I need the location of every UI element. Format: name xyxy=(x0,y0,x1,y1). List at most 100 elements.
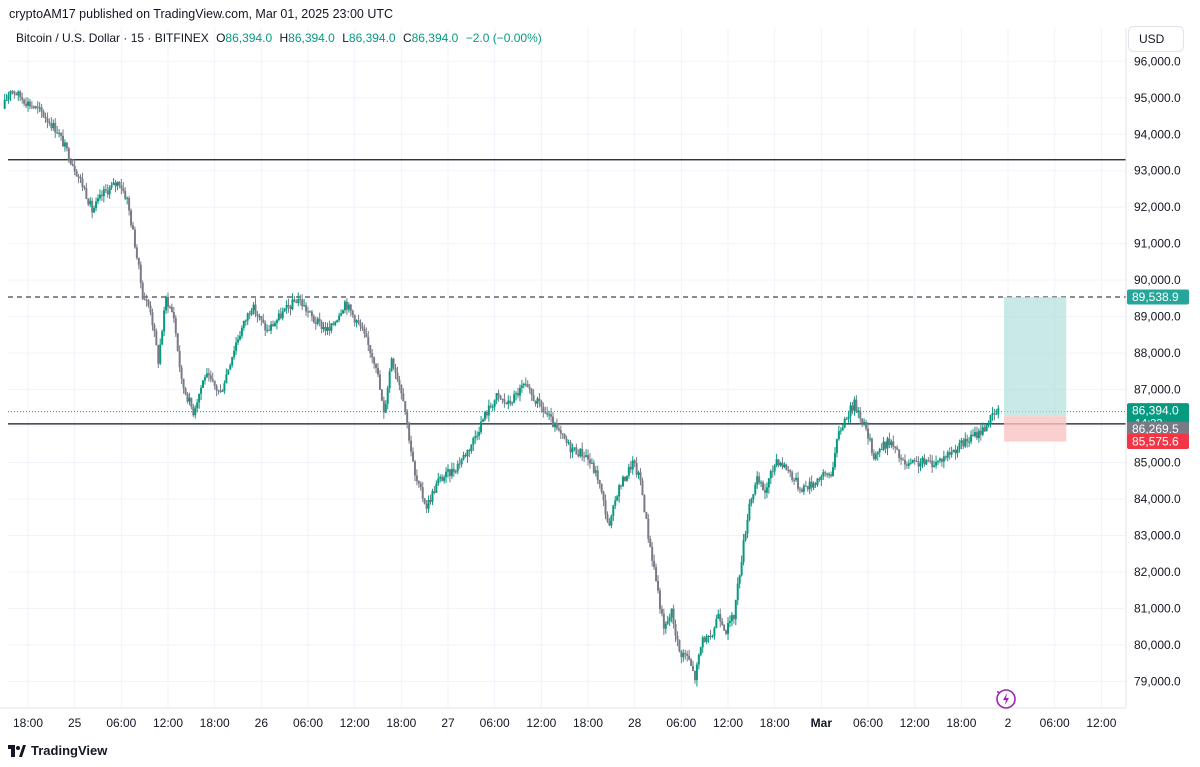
currency-button[interactable]: USD xyxy=(1128,26,1184,52)
candle-body xyxy=(837,431,840,440)
x-tick-label: 27 xyxy=(441,716,455,730)
publish-credit: cryptoAM17 published on TradingView.com,… xyxy=(9,7,394,21)
y-tick-label: 91,000.0 xyxy=(1134,237,1181,251)
candle-body xyxy=(415,475,418,482)
candle-body xyxy=(952,449,955,453)
candle-body xyxy=(87,198,90,205)
price-axis[interactable]: 79,000.0 80,000.0 81,000.0 82,000.0 83,000.0… xyxy=(1125,28,1181,707)
candle-body xyxy=(124,191,127,199)
lightning-icon[interactable] xyxy=(995,688,1017,710)
open-value: 86,394.0 xyxy=(225,31,273,45)
candle-body xyxy=(863,422,866,424)
candle-body xyxy=(489,405,492,408)
x-tick-label: 18:00 xyxy=(13,716,43,730)
candle-body xyxy=(499,395,502,399)
candle-body xyxy=(153,325,156,332)
candle-body xyxy=(810,481,813,488)
candle-body xyxy=(940,458,943,462)
price-label-bg-target xyxy=(1127,289,1189,305)
candle-body xyxy=(85,188,88,199)
long-position-box[interactable] xyxy=(1004,296,1067,442)
candle-body xyxy=(917,461,920,467)
candle-body xyxy=(878,448,881,453)
candle-body xyxy=(106,190,109,195)
horizontal-levels[interactable] xyxy=(8,159,1126,425)
candle-body xyxy=(693,670,696,681)
candle-body xyxy=(886,438,889,449)
candle-body xyxy=(987,424,990,426)
candle-body xyxy=(163,310,166,332)
candle-body xyxy=(717,613,720,619)
candle-body xyxy=(361,326,364,329)
candle-body xyxy=(847,416,850,419)
candle-body xyxy=(946,452,949,458)
candle-body xyxy=(833,453,836,468)
candle-body xyxy=(997,408,1000,414)
candle-body xyxy=(664,623,667,629)
candle-body xyxy=(736,583,739,601)
x-tick-label: 2 xyxy=(1005,716,1012,730)
candle-body xyxy=(797,477,800,489)
x-tick-label: 18:00 xyxy=(200,716,230,730)
candle-body xyxy=(155,331,158,346)
candle-body xyxy=(435,483,438,493)
candle-body xyxy=(118,182,121,186)
candle-body xyxy=(141,282,144,299)
candle-body xyxy=(991,413,994,416)
close-label: C xyxy=(402,31,412,45)
candle-body xyxy=(497,393,500,396)
candle-body xyxy=(394,367,397,373)
candle-body xyxy=(855,399,858,413)
candle-body xyxy=(820,476,823,480)
candle-body xyxy=(697,654,700,665)
low-value: 86,394.0 xyxy=(348,31,396,45)
candle-body xyxy=(56,132,59,134)
candle-body xyxy=(867,428,870,439)
candle-body xyxy=(287,304,290,307)
candle-body xyxy=(565,438,568,443)
candle-body xyxy=(413,461,416,476)
candle-body xyxy=(561,433,564,435)
candle-body xyxy=(608,521,611,526)
candle-body xyxy=(970,434,973,442)
candle-body xyxy=(966,438,969,442)
candle-body xyxy=(433,491,436,493)
tradingview-brand[interactable]: TradingView xyxy=(8,743,107,758)
candle-body xyxy=(740,561,743,576)
candle-body xyxy=(692,665,695,671)
candle-body xyxy=(231,357,234,366)
open-label: O xyxy=(216,31,226,45)
candle-body xyxy=(398,379,401,385)
candle-body xyxy=(623,476,626,481)
candle-body xyxy=(58,133,61,135)
candle-body xyxy=(577,454,580,457)
candle-body xyxy=(445,471,448,478)
candle-body xyxy=(178,351,181,368)
candle-body xyxy=(137,257,140,265)
candle-body xyxy=(353,314,356,323)
candle-body xyxy=(21,97,24,100)
candle-body xyxy=(495,393,498,401)
candle-body xyxy=(262,319,265,323)
candle-body xyxy=(194,408,197,416)
candle-body xyxy=(985,425,988,432)
candle-body xyxy=(622,476,625,487)
candle-body xyxy=(503,399,506,403)
brand-name: TradingView xyxy=(31,743,108,758)
candle-body xyxy=(203,377,206,381)
candle-body xyxy=(242,320,245,328)
candle-body xyxy=(553,422,556,428)
candle-body xyxy=(781,462,784,468)
time-axis[interactable]: 18:00 25 06:00 12:00 18:00 26 06:00 12:00 18:00 2… xyxy=(0,707,1126,730)
candle-body xyxy=(977,430,980,438)
candle-body xyxy=(326,327,329,331)
candle-body xyxy=(97,198,100,202)
candle-body xyxy=(625,475,628,481)
candle-body xyxy=(318,318,321,322)
candle-body xyxy=(40,107,43,112)
candle-body xyxy=(935,462,938,466)
candle-body xyxy=(824,472,827,474)
y-tick-label: 87,000.0 xyxy=(1134,383,1181,397)
candle-body xyxy=(923,457,926,465)
